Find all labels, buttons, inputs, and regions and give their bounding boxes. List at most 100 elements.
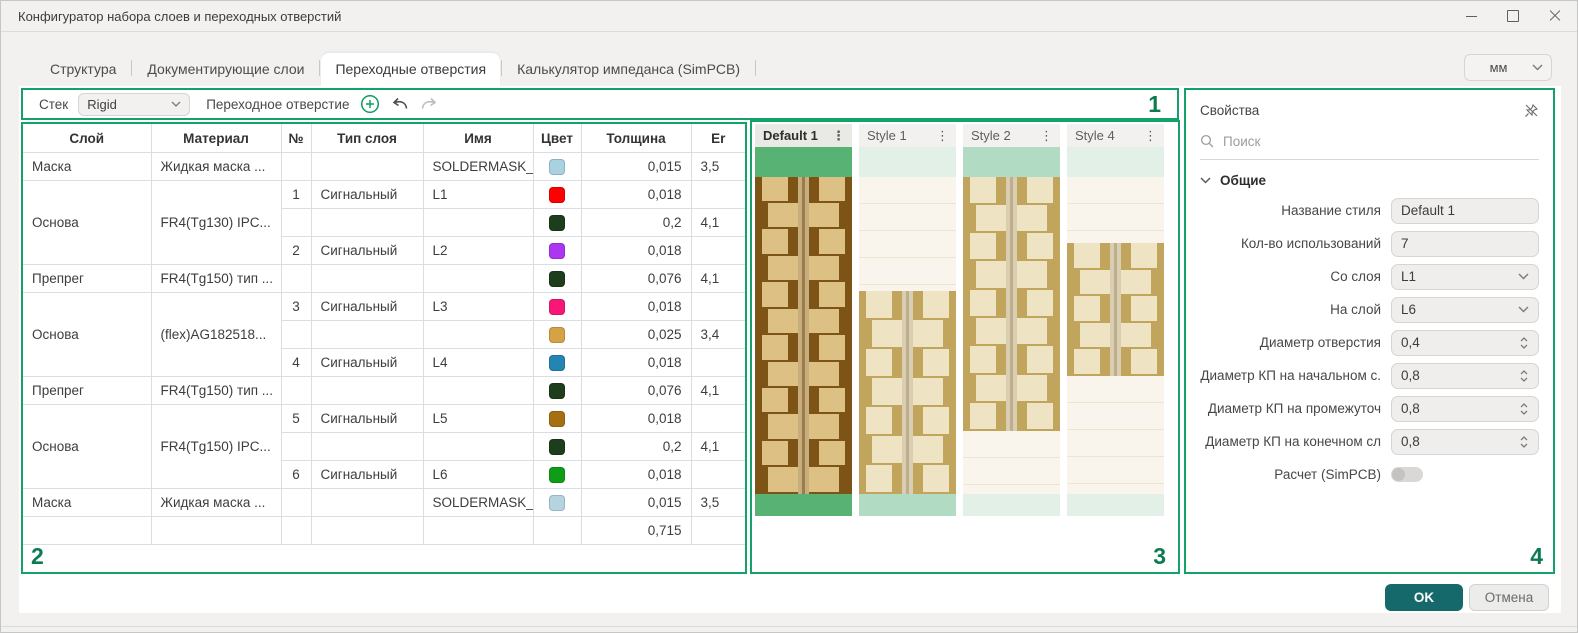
cell-er[interactable]: 4,1 (690, 376, 745, 405)
cell-er[interactable] (690, 348, 745, 377)
color-swatch[interactable] (549, 466, 565, 483)
cell-color[interactable] (532, 320, 582, 349)
cell-layer[interactable]: Основа (23, 292, 152, 377)
cell-type[interactable] (310, 488, 424, 517)
cell-number[interactable] (280, 488, 312, 517)
stepper-arrows-icon[interactable] (1519, 402, 1529, 416)
cell-name[interactable]: L2 (422, 236, 534, 265)
via-style-header[interactable]: Default 1 ⋮ (755, 124, 852, 147)
ok-button[interactable]: OK (1385, 584, 1463, 611)
cell-name[interactable]: L5 (422, 404, 534, 433)
cell-name[interactable]: SOLDERMASK_... (422, 152, 534, 181)
cell-number[interactable] (280, 264, 312, 293)
color-swatch[interactable] (549, 354, 565, 371)
color-swatch[interactable] (549, 410, 565, 427)
cell-material[interactable]: Жидкая маска ... (150, 152, 282, 181)
cell-name[interactable] (422, 208, 534, 237)
cell-type[interactable]: Сигнальный (310, 180, 424, 209)
cell-thickness[interactable]: 0,018 (580, 292, 692, 321)
cell-type[interactable] (310, 320, 424, 349)
cell-color[interactable] (532, 292, 582, 321)
cell-type[interactable]: Сигнальный (310, 292, 424, 321)
cell-number[interactable] (281, 432, 312, 461)
cell-er[interactable] (690, 516, 745, 545)
color-swatch[interactable] (549, 186, 565, 203)
cell-thickness[interactable]: 0,015 (580, 152, 692, 181)
cell-name[interactable]: L3 (422, 292, 534, 321)
cell-layer[interactable]: Маска (23, 488, 152, 517)
cell-layer[interactable]: Основа (23, 404, 152, 489)
cell-number[interactable] (281, 320, 312, 349)
kebab-menu-icon[interactable]: ⋮ (1144, 128, 1157, 143)
tab-4[interactable]: Калькулятор импеданса (SimPCB) (517, 61, 741, 77)
cell-thickness[interactable]: 0,018 (580, 404, 692, 433)
stepper-arrows-icon[interactable] (1519, 336, 1529, 350)
cell-number[interactable] (280, 152, 312, 181)
cell-thickness[interactable]: 0,015 (580, 488, 692, 517)
cell-er[interactable]: 3,5 (690, 152, 745, 181)
color-swatch[interactable] (549, 298, 565, 315)
minimize-button[interactable] (1457, 4, 1485, 28)
cell-number[interactable]: 3 (280, 292, 312, 321)
via-style-card[interactable]: Default 1 ⋮ (755, 124, 852, 516)
cell-number[interactable]: 2 (281, 236, 312, 265)
cell-layer[interactable]: Основа (23, 180, 152, 265)
cell-number[interactable]: 1 (280, 180, 312, 209)
cell-color[interactable] (532, 488, 582, 517)
close-button[interactable] (1541, 4, 1569, 28)
kebab-menu-icon[interactable]: ⋮ (1040, 128, 1053, 143)
property-select[interactable]: L6 (1391, 296, 1539, 323)
cell-thickness[interactable]: 0,025 (580, 320, 692, 349)
cell-type[interactable] (310, 208, 424, 237)
cell-type[interactable]: Сигнальный (310, 348, 424, 377)
cell-name[interactable] (422, 376, 534, 405)
cell-type[interactable]: Сигнальный (310, 404, 424, 433)
via-style-header[interactable]: Style 1 ⋮ (859, 124, 956, 147)
kebab-menu-icon[interactable]: ⋮ (936, 128, 949, 143)
cell-er[interactable] (690, 180, 745, 209)
cell-type[interactable]: Сигнальный (310, 236, 424, 265)
property-stepper[interactable]: 0,8 (1391, 395, 1539, 422)
cell-name[interactable]: SOLDERMASK_... (422, 488, 534, 517)
cell-er[interactable]: 3,5 (690, 488, 745, 517)
cell-type[interactable] (310, 376, 424, 405)
cell-name[interactable] (422, 264, 534, 293)
cell-name[interactable]: L6 (422, 460, 534, 489)
property-input[interactable]: Default 1 (1391, 197, 1539, 224)
cell-er[interactable]: 4,1 (690, 264, 745, 293)
color-swatch[interactable] (549, 214, 565, 231)
cell-er[interactable] (690, 236, 745, 265)
cell-color[interactable] (532, 516, 582, 545)
cell-color[interactable] (532, 264, 582, 293)
color-swatch[interactable] (549, 382, 565, 399)
units-select[interactable]: мм (1464, 54, 1552, 81)
cell-color[interactable] (532, 460, 582, 489)
cell-layer[interactable]: Препрег (23, 376, 152, 405)
cell-thickness[interactable]: 0,018 (580, 236, 692, 265)
cell-er[interactable] (690, 460, 745, 489)
cell-layer[interactable]: Маска (23, 152, 152, 181)
cell-color[interactable] (532, 208, 582, 237)
cell-number[interactable] (280, 516, 312, 545)
cell-thickness[interactable]: 0,018 (580, 180, 692, 209)
via-style-card[interactable]: Style 4 ⋮ (1067, 124, 1164, 516)
cell-er[interactable] (690, 404, 745, 433)
cell-name[interactable] (422, 432, 534, 461)
kebab-menu-icon[interactable]: ⋮ (832, 128, 845, 143)
simpcb-toggle[interactable] (1391, 467, 1423, 482)
cell-color[interactable] (532, 404, 582, 433)
stepper-arrows-icon[interactable] (1519, 369, 1529, 383)
cell-thickness[interactable]: 0,018 (580, 460, 692, 489)
cell-material[interactable]: FR4(Tg150) тип ... (150, 376, 282, 405)
section-general[interactable]: Общие (1200, 166, 1539, 194)
cell-thickness[interactable]: 0,2 (580, 208, 692, 237)
tab-3[interactable]: Переходные отверстия (321, 53, 501, 86)
via-style-header[interactable]: Style 2 ⋮ (963, 124, 1060, 147)
cell-thickness[interactable]: 0,2 (580, 432, 692, 461)
cell-er[interactable] (690, 292, 745, 321)
stack-select[interactable]: Rigid (78, 92, 191, 116)
add-via-style-icon[interactable] (359, 93, 381, 115)
cell-er[interactable]: 4,1 (690, 432, 745, 461)
property-stepper[interactable]: 0,8 (1391, 362, 1539, 389)
cell-number[interactable] (281, 208, 312, 237)
